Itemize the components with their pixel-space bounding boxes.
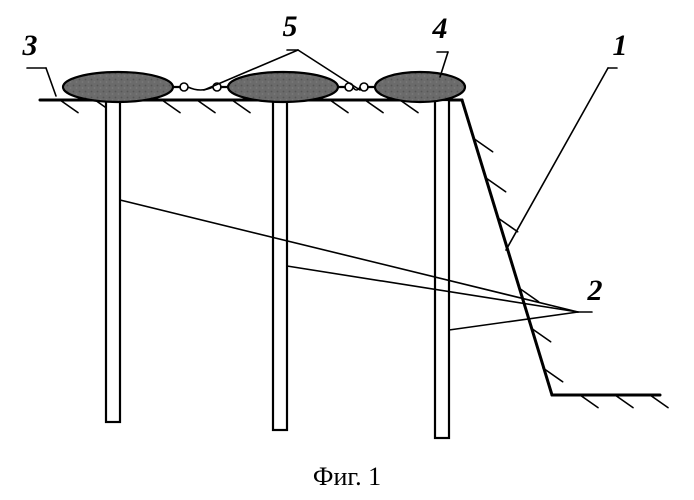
leader-l1 bbox=[506, 68, 617, 250]
bags-layer bbox=[63, 72, 465, 102]
pile-2 bbox=[273, 100, 287, 430]
anchor-bag-2 bbox=[228, 72, 338, 102]
pile-1 bbox=[106, 100, 120, 422]
piles-layer bbox=[106, 100, 449, 438]
ground-layer bbox=[40, 100, 668, 408]
leader-l2 bbox=[120, 200, 592, 330]
pile-3 bbox=[435, 100, 449, 438]
figure-caption: Фиг. 1 bbox=[313, 462, 381, 491]
leader-l3 bbox=[27, 68, 56, 96]
label-l5: 5 bbox=[283, 10, 298, 43]
label-l2: 2 bbox=[587, 274, 603, 307]
label-l1: 1 bbox=[613, 29, 628, 62]
label-l3: 3 bbox=[22, 29, 38, 62]
connector-1 bbox=[173, 83, 228, 91]
label-l4: 4 bbox=[432, 12, 448, 45]
anchor-bag-3 bbox=[375, 72, 465, 102]
anchor-bag-1 bbox=[63, 72, 173, 102]
engineering-diagram: 1 2 3 4 5 Фиг. 1 bbox=[0, 0, 694, 500]
